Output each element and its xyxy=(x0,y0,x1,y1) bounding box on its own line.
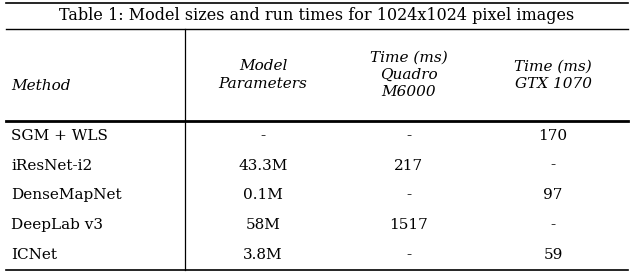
Text: Time (ms)
GTX 1070: Time (ms) GTX 1070 xyxy=(514,59,592,91)
Text: -: - xyxy=(406,188,411,202)
Text: DeepLab v3: DeepLab v3 xyxy=(11,218,103,232)
Text: 1517: 1517 xyxy=(389,218,429,232)
Text: Method: Method xyxy=(11,79,71,93)
Text: 58M: 58M xyxy=(245,218,281,232)
Text: DenseMapNet: DenseMapNet xyxy=(11,188,122,202)
Text: 59: 59 xyxy=(543,248,563,262)
Text: Model
Parameters: Model Parameters xyxy=(219,59,307,91)
Text: Time (ms)
Quadro
M6000: Time (ms) Quadro M6000 xyxy=(370,51,448,99)
Text: iResNet-i2: iResNet-i2 xyxy=(11,158,93,173)
Text: -: - xyxy=(550,158,556,173)
Text: Table 1: Model sizes and run times for 1024x1024 pixel images: Table 1: Model sizes and run times for 1… xyxy=(60,8,574,24)
Text: ICNet: ICNet xyxy=(11,248,58,262)
Text: 97: 97 xyxy=(543,188,563,202)
Text: 3.8M: 3.8M xyxy=(243,248,283,262)
Text: -: - xyxy=(261,129,266,143)
Text: SGM + WLS: SGM + WLS xyxy=(11,129,108,143)
Text: -: - xyxy=(406,129,411,143)
Text: 170: 170 xyxy=(539,129,567,143)
Text: 217: 217 xyxy=(394,158,424,173)
Text: 43.3M: 43.3M xyxy=(238,158,288,173)
Text: -: - xyxy=(406,248,411,262)
Text: 0.1M: 0.1M xyxy=(243,188,283,202)
Text: -: - xyxy=(550,218,556,232)
